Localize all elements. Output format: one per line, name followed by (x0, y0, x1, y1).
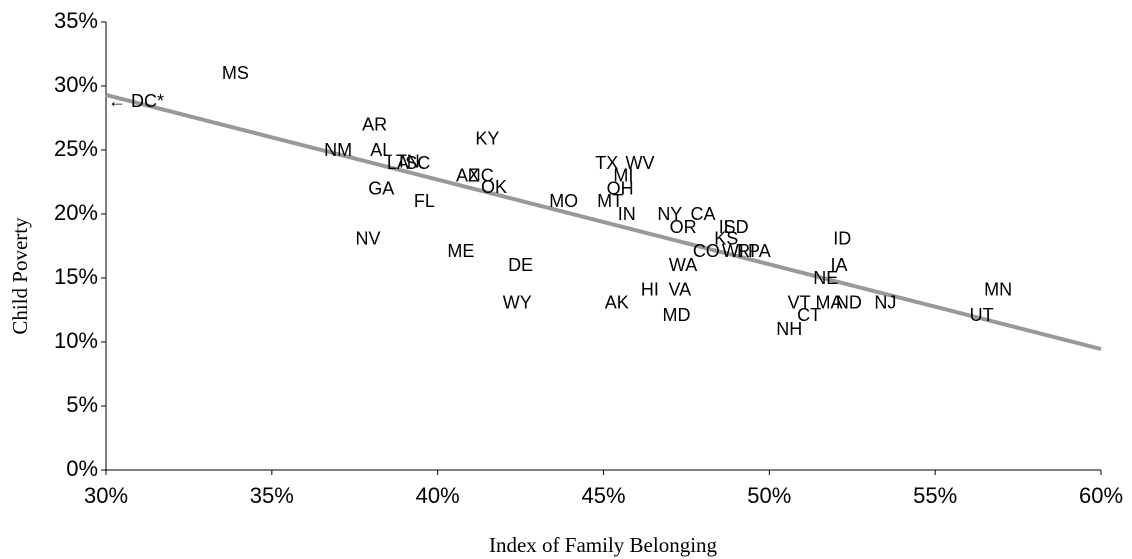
x-tick-label: 60% (1079, 483, 1123, 508)
y-tick-label: 35% (54, 8, 98, 33)
point-label: MD (662, 305, 690, 325)
point-label: MT (597, 191, 623, 211)
trendline (105, 93, 1102, 351)
point-label: AZ (456, 166, 479, 186)
y-tick-label: 0% (66, 456, 98, 481)
point-label: OH (607, 178, 634, 198)
point-label: VT (788, 292, 811, 312)
point-label: TN (396, 152, 420, 172)
point-label: VA (668, 280, 691, 300)
point-label: CT (797, 305, 821, 325)
point-label: GA (368, 178, 394, 198)
point-label: KS (714, 228, 738, 248)
point-label: MO (549, 191, 578, 211)
point-label: IN (618, 204, 636, 224)
y-tick-label: 20% (54, 200, 98, 225)
annotation: ← DC* (108, 91, 164, 111)
x-axis-title: Index of Family Belonging (489, 533, 718, 557)
point-label: ID (833, 228, 851, 248)
point-label: NM (324, 140, 352, 160)
x-tick-label: 45% (581, 483, 625, 508)
point-label: IA (830, 255, 847, 275)
x-tick-label: 55% (913, 483, 957, 508)
point-label: MI (613, 166, 633, 186)
point-label: NV (356, 228, 381, 248)
point-label: PA (748, 241, 771, 261)
x-tick-label: 40% (416, 483, 460, 508)
x-tick-label: 30% (84, 483, 128, 508)
y-axis-title: Child Poverty (8, 217, 32, 335)
point-label: MS (222, 63, 249, 83)
point-label: LA (387, 153, 409, 173)
point-label: WV (625, 153, 654, 173)
point-label: AL (370, 140, 392, 160)
point-label: WA (669, 255, 697, 275)
point-label: TX (595, 153, 618, 173)
point-label: MA (816, 292, 843, 312)
y-tick-label: 15% (54, 264, 98, 289)
x-tick-label: 50% (747, 483, 791, 508)
point-label: WI (722, 241, 744, 261)
point-label: NE (813, 268, 838, 288)
point-label: MN (984, 280, 1012, 300)
point-label: SD (724, 217, 749, 237)
y-tick-label: 25% (54, 136, 98, 161)
point-label: OR (670, 217, 697, 237)
point-label: RI (737, 241, 755, 261)
point-label: DE (508, 255, 533, 275)
point-label: IL (719, 217, 734, 237)
point-label: ME (447, 241, 474, 261)
point-label: NJ (874, 292, 896, 312)
point-label: AR (362, 114, 387, 134)
point-label: AK (605, 292, 629, 312)
y-tick-label: 10% (54, 328, 98, 353)
point-label: NY (657, 204, 682, 224)
y-tick-label: 30% (54, 72, 98, 97)
point-label: KY (475, 129, 499, 149)
point-label: CO (693, 241, 720, 261)
x-tick-label: 35% (250, 483, 294, 508)
point-label: HI (641, 280, 659, 300)
point-label: NH (776, 319, 802, 339)
point-label: OK (481, 177, 507, 197)
point-label: SC (405, 153, 430, 173)
point-label: FL (414, 191, 435, 211)
point-label: NC (468, 166, 494, 186)
point-label: WY (503, 292, 532, 312)
point-label: UT (970, 305, 994, 325)
y-tick-label: 5% (66, 392, 98, 417)
point-label: CA (690, 204, 715, 224)
point-label: ND (836, 292, 862, 312)
